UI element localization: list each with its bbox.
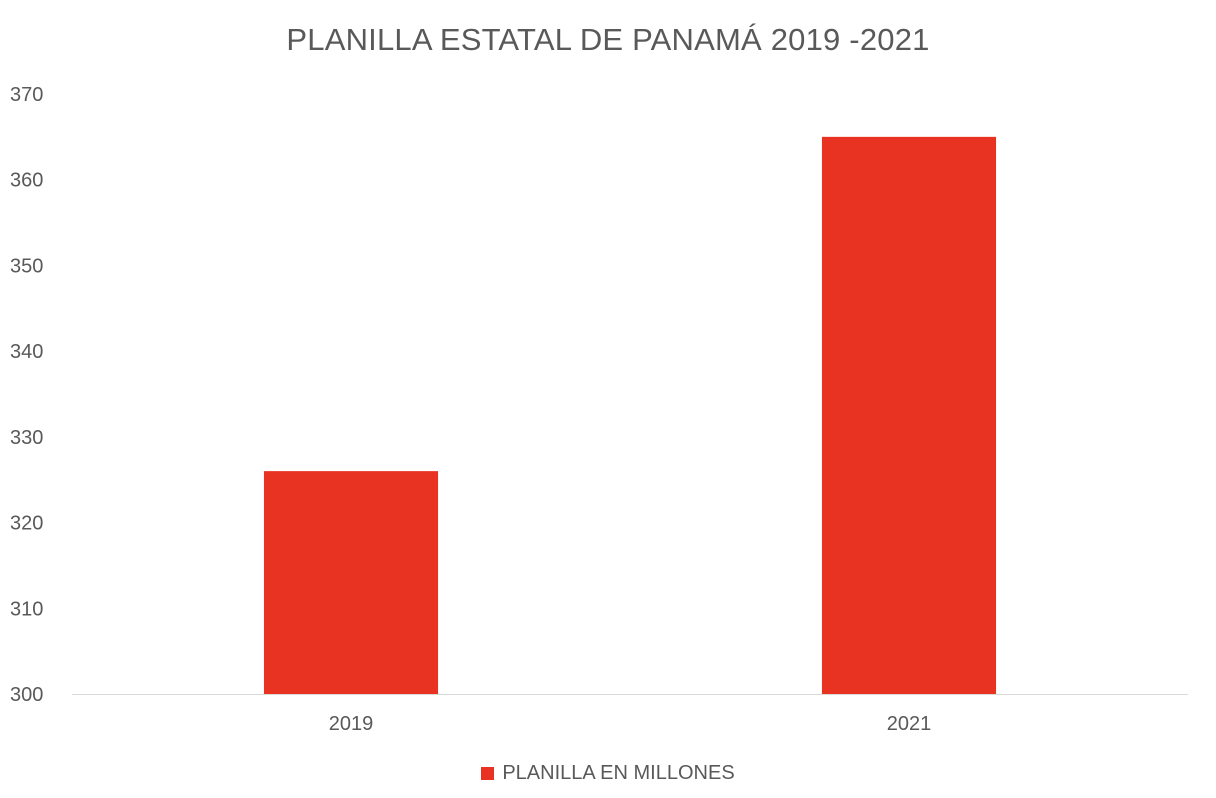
y-tick-label: 300 bbox=[10, 684, 43, 706]
legend-swatch bbox=[481, 767, 495, 780]
chart-title: PLANILLA ESTATAL DE PANAMÁ 2019 -2021 bbox=[286, 22, 930, 57]
y-tick-label: 360 bbox=[10, 170, 43, 192]
x-tick-label: 2021 bbox=[887, 713, 932, 735]
legend: PLANILLA EN MILLONES bbox=[0, 762, 1216, 785]
legend-label: PLANILLA EN MILLONES bbox=[502, 762, 735, 784]
y-tick-label: 350 bbox=[10, 255, 43, 277]
y-tick-label: 340 bbox=[10, 341, 43, 363]
y-tick-label: 310 bbox=[10, 598, 43, 620]
bar bbox=[821, 136, 997, 694]
y-tick-label: 370 bbox=[10, 84, 43, 106]
bar bbox=[263, 471, 439, 694]
x-tick-label: 2019 bbox=[329, 713, 374, 735]
y-tick-label: 320 bbox=[10, 513, 43, 535]
y-tick-label: 330 bbox=[10, 427, 43, 449]
